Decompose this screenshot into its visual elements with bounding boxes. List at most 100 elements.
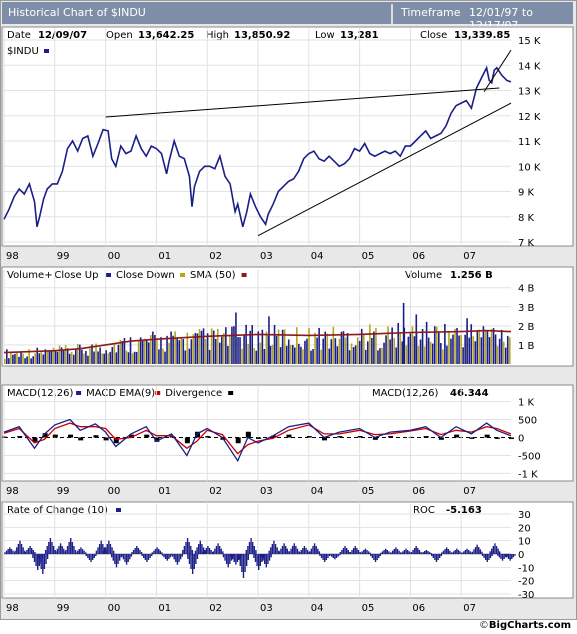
- roc-x-tick-label-06: 06: [412, 603, 425, 614]
- roc-bar: [235, 554, 237, 565]
- volume-bar: [397, 322, 400, 364]
- roc-bar: [271, 544, 274, 554]
- macd-hist-bar: [322, 437, 328, 441]
- volume-bar: [152, 331, 154, 364]
- volume-bar: [431, 343, 434, 364]
- roc-bar: [503, 554, 505, 559]
- roc-x-tick-label-01: 01: [158, 603, 171, 614]
- timeframe-label: Timeframe: [401, 6, 461, 19]
- roc-bar: [230, 554, 233, 561]
- roc-bar: [173, 554, 175, 560]
- volume-bar: [32, 356, 34, 364]
- volume-bar: [121, 340, 124, 364]
- roc-bar: [381, 551, 384, 554]
- roc-bar: [16, 547, 18, 554]
- volume-bar: [454, 328, 456, 364]
- volume-bar: [168, 342, 170, 364]
- roc-bar: [225, 554, 228, 564]
- roc-bar: [222, 551, 224, 554]
- roc-bar: [315, 546, 317, 554]
- volume-bar: [358, 340, 361, 364]
- roc-bar: [4, 552, 6, 554]
- macd-x-tick-label-99: 99: [57, 486, 70, 497]
- roc-bar: [270, 554, 272, 558]
- roc-bar: [59, 543, 62, 554]
- roc-bar: [412, 550, 414, 554]
- roc-bar: [270, 547, 272, 554]
- volume-bar: [446, 345, 448, 364]
- trendline-2: [483, 49, 512, 93]
- roc-bar: [45, 554, 47, 564]
- volume-bar: [200, 330, 203, 364]
- roc-bar: [430, 553, 432, 554]
- roc-bar: [507, 554, 510, 559]
- volume-bar: [253, 347, 256, 364]
- volume-bar: [81, 349, 83, 364]
- roc-bar: [435, 554, 438, 562]
- volume-bar: [330, 339, 333, 364]
- price-y-tick-label: 14 K: [518, 61, 541, 72]
- roc-bar: [351, 550, 353, 554]
- roc-bar: [445, 547, 448, 554]
- volume-bar: [68, 353, 71, 364]
- roc-y-tick-label: -10: [518, 563, 534, 574]
- price-y-tick-label: 10 K: [518, 162, 541, 173]
- roc-bar: [379, 554, 382, 556]
- volume-bar: [338, 338, 341, 364]
- roc-bar: [239, 554, 241, 566]
- roc-bar: [461, 552, 463, 554]
- macd-hist-bar: [372, 437, 378, 440]
- roc-bar: [181, 554, 183, 557]
- roc-bar: [222, 554, 225, 558]
- roc-bar: [27, 548, 30, 554]
- close-label: Close: [420, 30, 447, 41]
- volume-bar: [440, 343, 442, 364]
- roc-bar: [176, 554, 179, 565]
- roc-bar: [254, 554, 257, 562]
- volume-bar: [385, 335, 387, 364]
- macd-panel: [1, 384, 574, 482]
- roc-bar: [467, 550, 470, 554]
- roc-bar: [268, 554, 271, 561]
- macd-hist-bar: [484, 434, 490, 438]
- volume-bar: [417, 346, 420, 364]
- roc-bar: [244, 554, 246, 572]
- roc-bar: [255, 550, 257, 554]
- roc-bar: [509, 554, 511, 561]
- volume-bar: [405, 345, 408, 364]
- roc-bar: [495, 546, 498, 554]
- roc-bar: [37, 554, 39, 559]
- roc-bar: [231, 554, 234, 560]
- roc-bar: [288, 551, 291, 554]
- volume-y-tick-label: 1 B: [518, 341, 535, 352]
- volume-bar: [190, 339, 193, 364]
- roc-bar: [24, 552, 27, 554]
- macd-readout-label: MACD(12,26): [372, 388, 439, 399]
- volume-bar: [367, 341, 369, 364]
- volume-bar: [395, 347, 398, 364]
- macd-legend-0: MACD(12,26): [7, 388, 74, 399]
- roc-bar: [500, 554, 502, 559]
- roc-bar: [253, 546, 255, 554]
- roc-bar: [494, 543, 496, 554]
- brand-name: BigCharts.com: [488, 620, 571, 631]
- roc-bar: [425, 550, 428, 554]
- volume-legend-swatch-1: [106, 273, 111, 277]
- price-x-tick-label-07: 07: [463, 251, 476, 262]
- roc-bar: [156, 547, 158, 554]
- volume-bar: [371, 337, 373, 364]
- volume-spike: [466, 318, 468, 364]
- volume-bar: [478, 329, 481, 364]
- price-x-tick-label-03: 03: [260, 251, 273, 262]
- roc-bar: [474, 547, 477, 554]
- volume-bar: [464, 334, 466, 364]
- roc-bar: [441, 552, 443, 554]
- roc-bar: [476, 544, 478, 554]
- roc-bar: [459, 551, 461, 554]
- volume-bar: [462, 347, 464, 364]
- roc-bar: [95, 550, 98, 554]
- volume-bar: [233, 326, 235, 364]
- price-series-line: [3, 65, 512, 228]
- roc-bar: [77, 550, 79, 554]
- price-x-tick-label-98: 98: [6, 251, 19, 262]
